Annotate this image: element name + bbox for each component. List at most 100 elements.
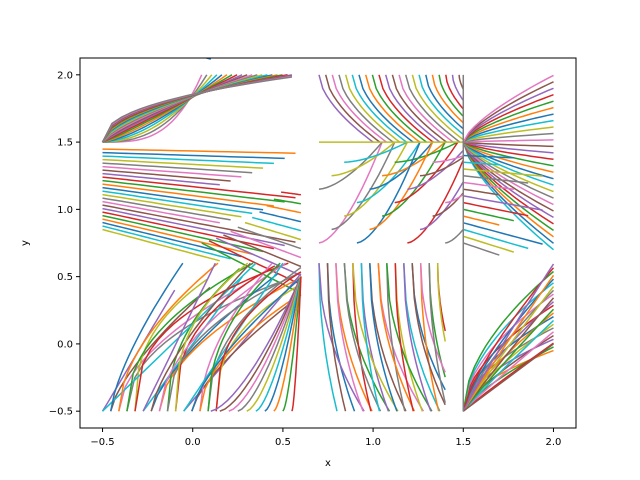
streamline bbox=[318, 74, 374, 143]
streamline bbox=[377, 263, 416, 412]
streamline bbox=[358, 74, 414, 143]
streamline bbox=[102, 74, 223, 143]
streamline bbox=[174, 262, 249, 412]
y-axis-ticks: −0.5 0.0 0.5 1.0 1.5 2.0 bbox=[49, 70, 80, 418]
streamline bbox=[445, 228, 464, 244]
streamline bbox=[237, 276, 302, 412]
x-tick-label: 1.5 bbox=[455, 437, 471, 448]
streamline bbox=[102, 74, 243, 143]
streamline bbox=[102, 162, 253, 174]
streamline bbox=[237, 226, 302, 250]
streamline bbox=[166, 271, 302, 412]
streamline bbox=[109, 286, 211, 412]
y-tick-label: 2.0 bbox=[57, 70, 73, 81]
streamline bbox=[228, 276, 302, 412]
streamline bbox=[462, 100, 554, 143]
streamline bbox=[382, 141, 446, 177]
streamline bbox=[318, 263, 338, 412]
streamline bbox=[273, 198, 302, 205]
streamline bbox=[403, 263, 432, 412]
streamline bbox=[102, 74, 228, 143]
streamline bbox=[102, 74, 233, 143]
streamline bbox=[432, 155, 464, 164]
streamline bbox=[438, 74, 464, 117]
streamline bbox=[463, 174, 529, 184]
streamline bbox=[280, 191, 302, 196]
streamlines bbox=[101, 58, 555, 412]
streamline bbox=[462, 141, 554, 232]
x-tick-label: 0.5 bbox=[275, 437, 291, 448]
streamline bbox=[384, 74, 441, 143]
streamline bbox=[398, 74, 454, 143]
streamline bbox=[255, 276, 302, 412]
streamline bbox=[463, 222, 543, 245]
streamline bbox=[102, 207, 285, 247]
streamline bbox=[343, 263, 382, 412]
streamline bbox=[462, 331, 554, 412]
streamline bbox=[273, 276, 302, 412]
streamline bbox=[102, 165, 242, 178]
streamline bbox=[451, 74, 464, 101]
streamline bbox=[102, 200, 220, 224]
streamline bbox=[223, 234, 302, 268]
streamline bbox=[118, 262, 219, 412]
streamline bbox=[344, 141, 408, 164]
streamline bbox=[445, 74, 464, 110]
streamline bbox=[102, 151, 285, 160]
streamline bbox=[102, 225, 231, 260]
y-tick-label: 0.5 bbox=[57, 272, 73, 283]
streamline bbox=[338, 74, 394, 143]
streamline bbox=[463, 235, 515, 253]
streamline bbox=[102, 183, 274, 207]
streamline bbox=[369, 263, 407, 412]
streamline bbox=[344, 141, 409, 217]
streamline bbox=[462, 270, 554, 412]
streamline bbox=[343, 263, 391, 412]
streamline bbox=[463, 139, 554, 143]
streamline bbox=[150, 262, 251, 412]
streamline bbox=[411, 263, 446, 406]
streamline bbox=[102, 190, 253, 215]
x-tick-label: 0.0 bbox=[185, 437, 201, 448]
streamline bbox=[462, 319, 555, 412]
streamline bbox=[411, 74, 464, 141]
y-tick-label: −0.5 bbox=[49, 407, 73, 418]
streamline bbox=[462, 141, 554, 251]
streamline bbox=[462, 141, 554, 186]
streamline bbox=[463, 126, 554, 143]
streamline bbox=[142, 262, 216, 412]
streamline bbox=[403, 263, 441, 412]
streamline bbox=[462, 119, 554, 143]
streamline bbox=[215, 271, 302, 412]
streamline bbox=[425, 74, 464, 130]
streamline bbox=[462, 141, 554, 212]
streamline bbox=[318, 263, 365, 412]
streamline bbox=[102, 74, 218, 143]
streamline bbox=[134, 278, 208, 412]
streamline bbox=[462, 141, 554, 238]
streamline bbox=[356, 141, 421, 244]
y-axis-label: y bbox=[20, 240, 31, 246]
streamline bbox=[394, 263, 415, 412]
streamline bbox=[462, 141, 554, 225]
streamline bbox=[462, 342, 554, 412]
streamline bbox=[150, 273, 278, 412]
streamline bbox=[462, 81, 554, 143]
streamline bbox=[436, 263, 446, 342]
streamline bbox=[326, 263, 347, 412]
streamline bbox=[462, 141, 554, 199]
streamline bbox=[259, 211, 302, 223]
streamline bbox=[378, 74, 434, 143]
streamline bbox=[282, 276, 302, 412]
streamline bbox=[324, 74, 381, 143]
streamline bbox=[126, 262, 254, 412]
streamline bbox=[244, 221, 302, 241]
streamline bbox=[219, 276, 302, 412]
x-axis-label: x bbox=[325, 458, 331, 469]
streamline bbox=[102, 228, 220, 262]
streamline bbox=[463, 141, 554, 148]
streamline bbox=[102, 158, 264, 169]
streamline bbox=[462, 286, 555, 412]
streamline bbox=[377, 263, 425, 412]
